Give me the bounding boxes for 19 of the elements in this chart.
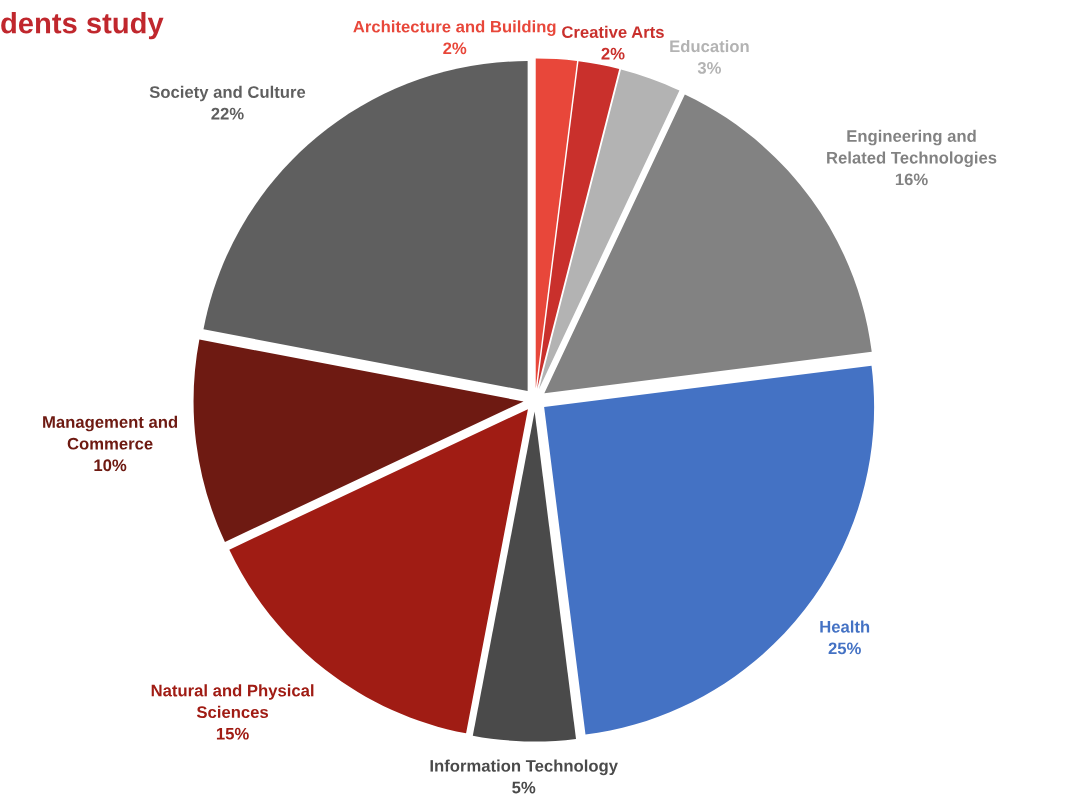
slice-label: Management and Commerce — [43, 415, 178, 450]
slice-label: Creative Arts — [562, 25, 664, 39]
data-label: 22% — [211, 107, 244, 120]
slice-label: Health — [820, 620, 870, 633]
data-label: 25% — [828, 642, 861, 655]
data-label: 2% — [601, 47, 625, 60]
slice-label: Education — [670, 39, 749, 53]
slice-label: Information Technology — [430, 759, 618, 776]
slice-label: Architecture and Building — [353, 20, 556, 36]
data-label: 10% — [94, 459, 127, 472]
slice-label: Natural and Physical Sciences — [151, 684, 314, 719]
slice-label: Engineering and Related Technologies — [827, 129, 997, 167]
chart-title: dents study — [1, 12, 164, 40]
data-label: 15% — [216, 727, 249, 740]
data-label: 5% — [512, 781, 536, 794]
slice-label: Society and Culture — [149, 85, 306, 102]
data-label: 16% — [895, 173, 928, 186]
data-label: 3% — [697, 61, 722, 74]
data-label: 2% — [443, 42, 467, 55]
